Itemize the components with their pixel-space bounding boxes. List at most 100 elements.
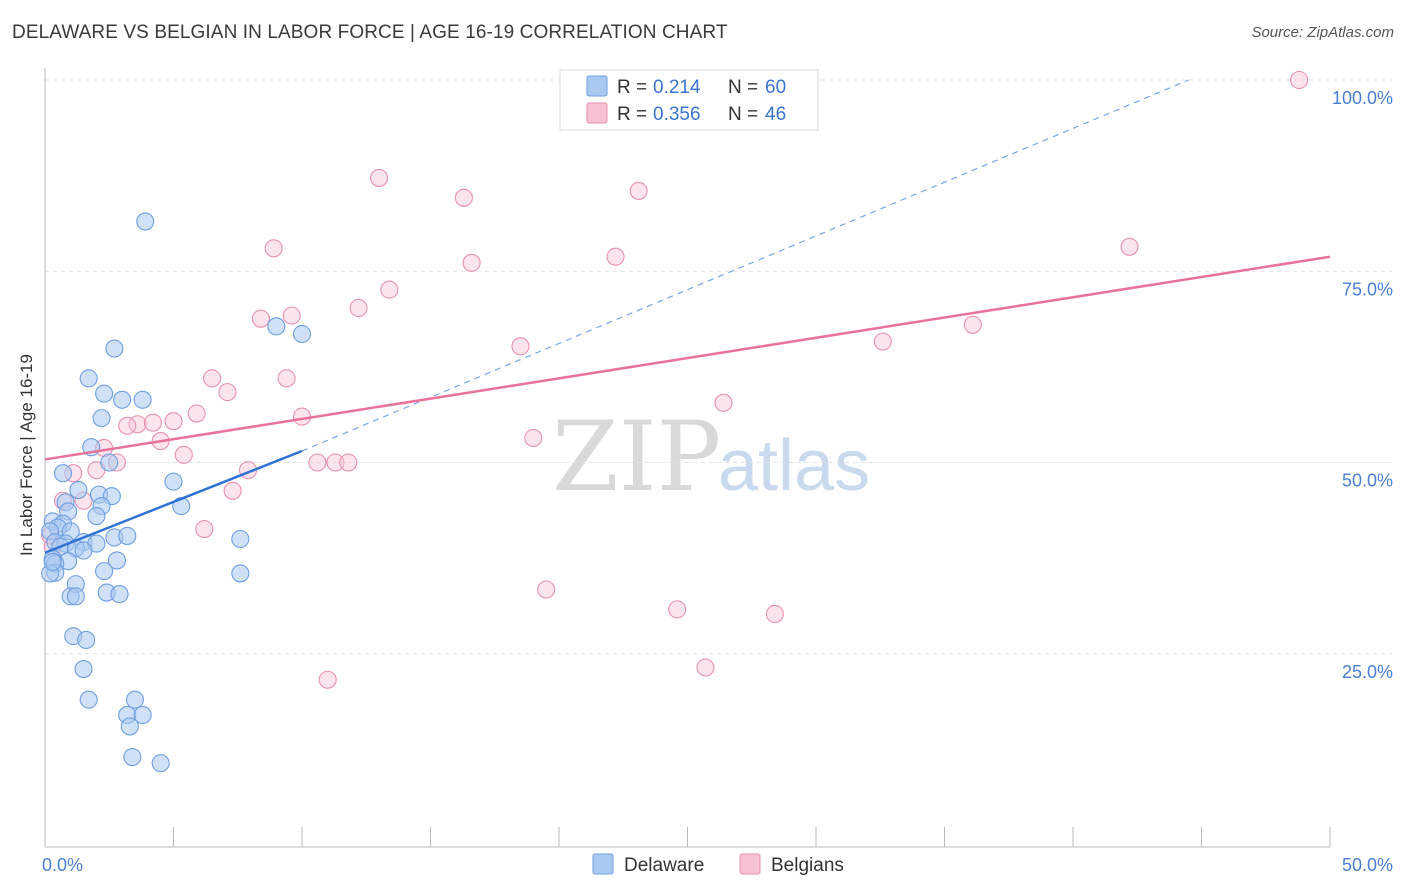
- point-delaware: [79, 369, 98, 388]
- point-delaware: [107, 551, 127, 570]
- bottom-legend: Delaware Belgians: [592, 853, 844, 876]
- x-tick-label: 50.0%: [1342, 855, 1393, 875]
- point-belgians: [195, 520, 214, 539]
- legend-n-label-belgians: N =: [728, 104, 758, 125]
- point-delaware: [292, 324, 312, 344]
- point-delaware: [74, 541, 93, 560]
- source-credit: Source: ZipAtlas.com: [1251, 24, 1394, 41]
- watermark-zip: ZIP: [552, 401, 721, 513]
- point-belgians: [873, 332, 892, 351]
- y-axis-label: In Labor Force | Age 16-19: [17, 354, 36, 556]
- point-belgians: [370, 168, 389, 187]
- point-belgians: [277, 369, 296, 388]
- point-delaware: [87, 506, 106, 526]
- point-delaware: [113, 390, 132, 409]
- point-belgians: [282, 306, 301, 325]
- point-delaware: [151, 754, 170, 773]
- point-belgians: [462, 253, 481, 272]
- point-belgians: [1120, 237, 1139, 256]
- legend-n-value-delaware: 60: [765, 77, 786, 98]
- point-belgians: [454, 188, 473, 207]
- point-delaware: [231, 564, 250, 583]
- point-belgians: [765, 604, 784, 624]
- point-belgians: [349, 298, 368, 318]
- bottom-legend-label-delaware: Delaware: [624, 855, 704, 876]
- legend: R = 0.214 N = 60 R = 0.356 N = 46: [559, 69, 819, 131]
- point-delaware: [74, 659, 93, 679]
- point-belgians: [326, 453, 345, 472]
- point-delaware: [66, 587, 85, 606]
- point-belgians: [251, 309, 270, 328]
- point-belgians: [606, 247, 625, 266]
- point-delaware: [110, 585, 129, 604]
- legend-r-value-delaware: 0.214: [653, 77, 701, 98]
- point-belgians: [629, 181, 648, 200]
- point-belgians: [380, 280, 399, 299]
- point-delaware: [133, 705, 152, 725]
- point-delaware: [69, 480, 88, 500]
- point-delaware: [53, 464, 73, 483]
- point-delaware: [164, 472, 183, 491]
- x-tick-label: 0.0%: [42, 855, 83, 875]
- point-belgians: [118, 416, 137, 435]
- point-delaware: [95, 384, 114, 403]
- point-delaware: [231, 529, 250, 549]
- data-points: [41, 70, 1309, 773]
- y-tick-label: 25.0%: [1342, 662, 1393, 682]
- tick-labels: 25.0% 50.0% 75.0% 100.0% 0.0% 50.0%: [42, 88, 1393, 875]
- point-delaware: [133, 390, 152, 409]
- point-delaware: [100, 453, 119, 472]
- point-belgians: [668, 600, 687, 619]
- y-tick-label: 50.0%: [1342, 471, 1393, 491]
- legend-swatch-belgians: [586, 102, 608, 124]
- point-delaware: [95, 562, 114, 581]
- legend-r-value-belgians: 0.356: [653, 104, 701, 125]
- point-belgians: [174, 445, 193, 464]
- point-belgians: [264, 239, 283, 258]
- legend-r-label-belgians: R =: [617, 104, 647, 125]
- y-tick-label: 100.0%: [1332, 88, 1393, 108]
- point-delaware: [118, 526, 137, 545]
- trend-extended-delaware: [301, 79, 1189, 452]
- point-belgians: [203, 369, 222, 388]
- point-delaware: [267, 317, 286, 336]
- trend-line-belgians: [44, 255, 1331, 461]
- trend-lines: [44, 79, 1331, 554]
- legend-n-label-delaware: N =: [728, 77, 758, 98]
- point-belgians: [511, 337, 530, 356]
- point-belgians: [187, 404, 206, 423]
- point-belgians: [963, 315, 982, 334]
- point-belgians: [524, 428, 543, 448]
- point-delaware: [77, 630, 96, 650]
- point-belgians: [714, 393, 733, 412]
- axes: [44, 68, 1331, 848]
- point-belgians: [1290, 70, 1309, 90]
- point-delaware: [123, 747, 142, 767]
- watermark-atlas: atlas: [718, 426, 870, 506]
- point-belgians: [318, 670, 337, 689]
- point-delaware: [125, 690, 144, 709]
- point-belgians: [218, 383, 237, 402]
- point-delaware: [79, 690, 98, 709]
- point-belgians: [143, 413, 162, 432]
- bottom-legend-swatch-delaware: [592, 853, 614, 875]
- point-belgians: [339, 453, 358, 472]
- point-belgians: [164, 412, 183, 431]
- point-delaware: [105, 339, 124, 358]
- y-tick-label: 75.0%: [1342, 279, 1393, 299]
- point-belgians: [223, 481, 242, 500]
- point-delaware: [136, 212, 155, 231]
- bottom-legend-swatch-belgians: [739, 853, 761, 875]
- point-delaware: [120, 717, 139, 736]
- chart-title: DELAWARE VS BELGIAN IN LABOR FORCE | AGE…: [12, 22, 728, 43]
- legend-swatch-delaware: [586, 75, 608, 97]
- bottom-legend-label-belgians: Belgians: [771, 855, 844, 876]
- grid-lines: [45, 79, 1392, 655]
- point-belgians: [537, 580, 556, 599]
- legend-n-value-belgians: 46: [765, 104, 786, 125]
- trend-line-delaware: [44, 449, 303, 554]
- point-belgians: [292, 407, 312, 426]
- point-delaware: [43, 552, 62, 572]
- legend-r-label-delaware: R =: [617, 77, 647, 98]
